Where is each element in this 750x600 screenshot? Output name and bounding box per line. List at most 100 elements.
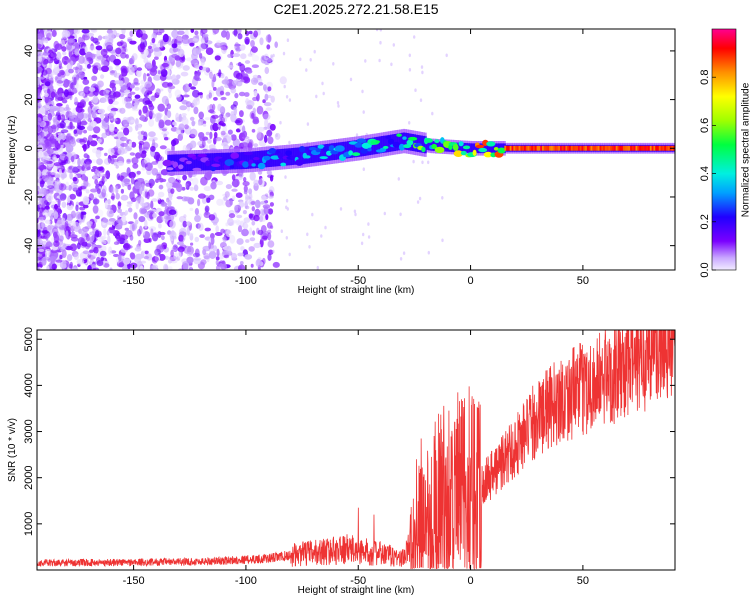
noise-cell <box>66 133 71 142</box>
signal-line-cell <box>594 145 597 151</box>
chart-title: C2E1.2025.272.21.58.E15 <box>273 1 438 17</box>
noise-cell <box>104 152 108 157</box>
signal-line-cell <box>588 145 592 151</box>
signal-band <box>386 135 389 153</box>
noise-cell <box>408 68 412 72</box>
signal-line-cell <box>601 145 604 151</box>
noise-cell <box>92 108 97 113</box>
noise-cell <box>53 64 60 73</box>
noise-cell <box>136 178 145 182</box>
colorbar-gradient <box>711 28 737 271</box>
noise-cell <box>59 106 64 115</box>
noise-cell <box>55 111 61 117</box>
noise-cell <box>100 245 107 252</box>
signal-line-cell <box>518 145 521 151</box>
noise-cell <box>97 138 102 143</box>
noise-cell <box>118 219 123 229</box>
noise-cell <box>83 96 89 102</box>
noise-cell <box>252 96 258 102</box>
y-tick-label: 3000 <box>23 419 35 443</box>
signal-band <box>424 136 427 154</box>
noise-cell <box>171 29 179 39</box>
noise-cell <box>194 208 199 216</box>
noise-cell <box>254 208 261 217</box>
noise-cell <box>163 215 171 220</box>
noise-cell <box>244 254 253 260</box>
signal-blob <box>434 139 440 144</box>
noise-cell <box>259 201 265 205</box>
noise-cell <box>379 40 382 45</box>
noise-cell <box>119 107 126 114</box>
noise-cell <box>232 195 236 201</box>
signal-blob <box>253 157 260 161</box>
noise-cell <box>90 159 97 164</box>
noise-cell <box>94 179 99 185</box>
noise-cell <box>87 118 92 123</box>
noise-cell <box>43 160 50 165</box>
noise-cell <box>183 196 192 202</box>
noise-cell <box>192 38 199 42</box>
noise-cell <box>197 222 204 231</box>
noise-cell <box>390 62 393 67</box>
noise-cell <box>92 205 99 214</box>
noise-cell <box>255 258 262 268</box>
noise-cell <box>65 230 69 239</box>
noise-cell <box>144 162 153 171</box>
noise-cell <box>133 102 140 106</box>
noise-cell <box>194 73 200 81</box>
signal-blob <box>295 159 304 166</box>
noise-cell <box>54 203 58 210</box>
noise-cell <box>201 136 209 141</box>
noise-cell <box>134 181 142 190</box>
noise-cell <box>194 248 200 258</box>
noise-cell <box>37 125 41 134</box>
noise-cell <box>155 112 163 119</box>
noise-cell <box>129 84 135 89</box>
signal-blob <box>434 146 445 154</box>
noise-cell <box>72 166 79 174</box>
noise-cell <box>90 188 98 193</box>
noise-cell <box>64 30 71 38</box>
noise-cell <box>82 226 90 232</box>
signal-line-cell <box>635 145 638 151</box>
noise-cell <box>324 225 327 230</box>
noise-cell <box>176 94 182 102</box>
noise-cell <box>227 65 234 69</box>
noise-cell <box>221 30 227 38</box>
noise-cell <box>118 234 125 241</box>
noise-cell <box>76 62 81 69</box>
y-tick-label: 20 <box>23 93 35 105</box>
noise-cell <box>233 107 238 113</box>
noise-cell <box>52 116 58 123</box>
noise-cell <box>62 51 67 56</box>
noise-cell <box>285 198 289 203</box>
noise-cell <box>129 30 134 37</box>
noise-cell <box>226 134 233 142</box>
noise-cell <box>261 195 267 202</box>
x-tick-label: 50 <box>577 275 589 287</box>
noise-cell <box>180 130 184 137</box>
signal-band <box>343 141 346 159</box>
noise-cell <box>231 252 237 260</box>
noise-cell <box>223 196 228 201</box>
noise-cell <box>203 120 207 125</box>
noise-cell <box>91 134 98 139</box>
noise-cell <box>209 131 213 140</box>
noise-cell <box>241 228 249 237</box>
signal-band <box>400 132 404 150</box>
noise-cell <box>253 242 261 249</box>
noise-cell <box>268 249 274 255</box>
noise-cell <box>97 80 104 88</box>
noise-cell <box>208 250 217 259</box>
noise-cell <box>320 234 323 238</box>
signal-blob <box>385 135 392 140</box>
signal-line-cell <box>653 145 656 151</box>
noise-cell <box>161 130 170 136</box>
noise-cell <box>72 176 78 182</box>
signal-line-cell <box>597 145 601 151</box>
noise-cell <box>110 107 119 112</box>
noise-cell <box>249 237 256 242</box>
signal-band <box>472 143 476 154</box>
noise-cell <box>129 40 137 45</box>
noise-cell <box>229 199 233 206</box>
